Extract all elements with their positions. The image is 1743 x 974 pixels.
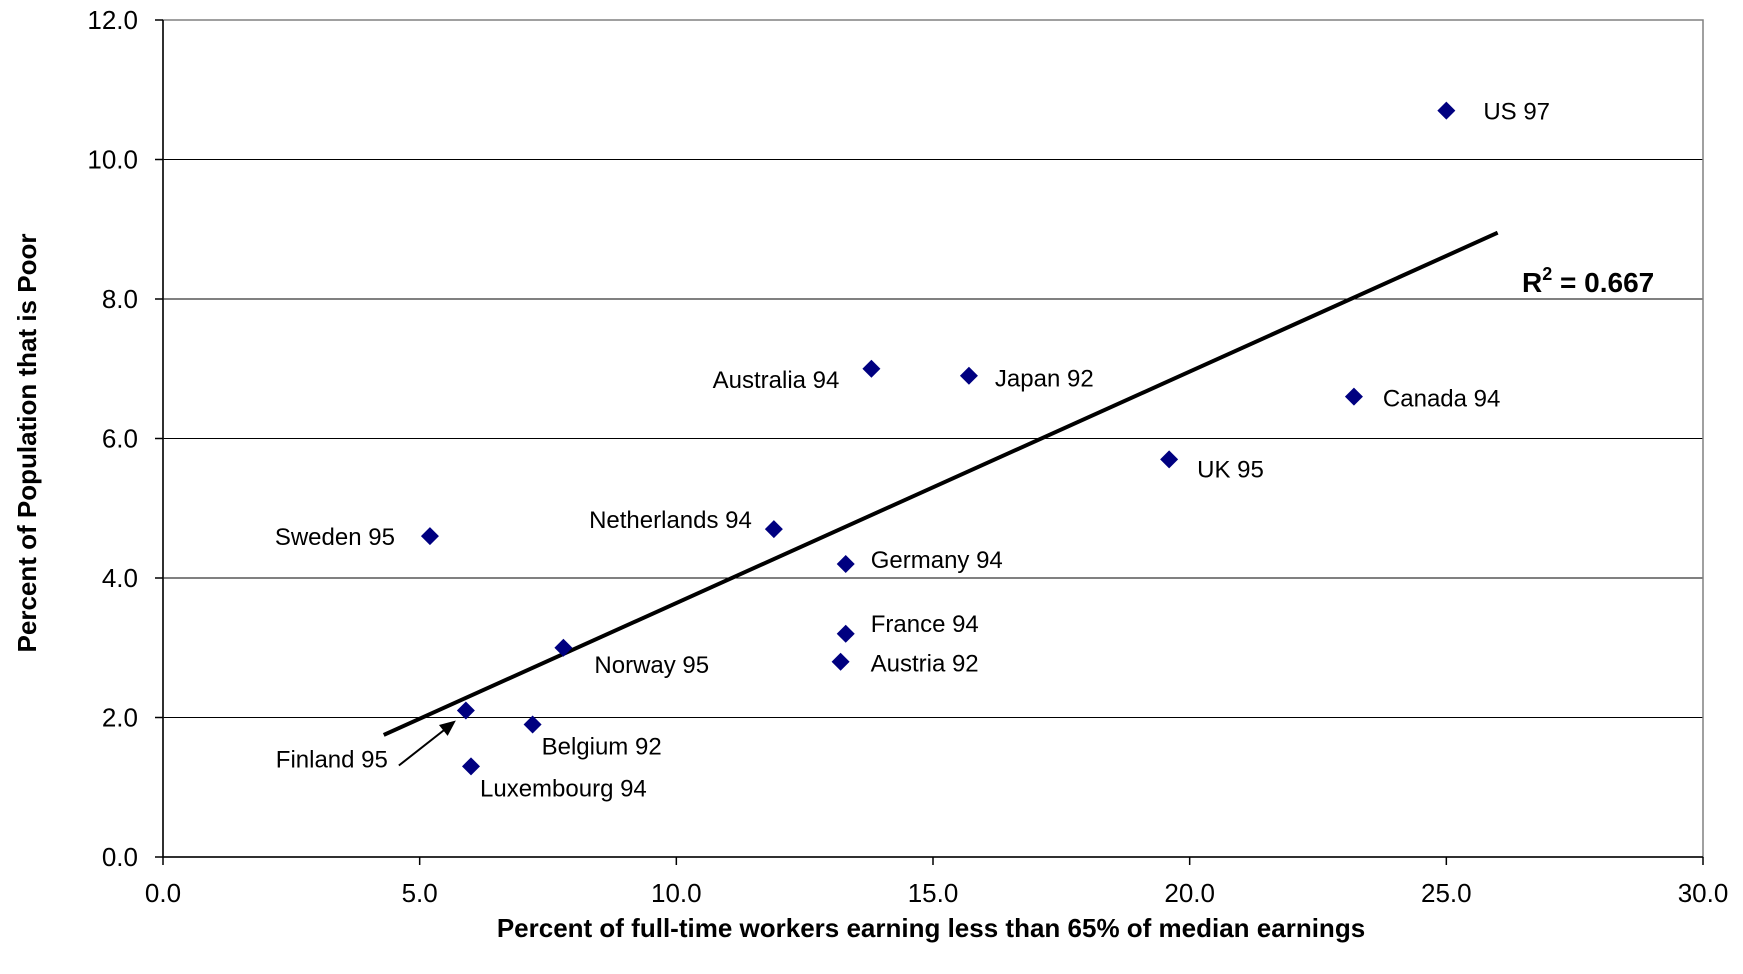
- point-label-netherlands-94: Netherlands 94: [589, 507, 752, 534]
- y-tick-label: 2.0: [102, 703, 138, 733]
- y-tick-label: 12.0: [87, 5, 138, 35]
- data-point-japan-92: [959, 366, 978, 385]
- point-label-austria-92: Austria 92: [871, 651, 979, 678]
- y-tick-label: 10.0: [87, 145, 138, 175]
- x-axis-title: Percent of full-time workers earning les…: [497, 913, 1365, 943]
- x-tick-label: 20.0: [1164, 878, 1215, 908]
- point-label-us-97: US 97: [1483, 99, 1550, 126]
- point-label-norway-95: Norway 95: [594, 652, 709, 679]
- y-axis-title: Percent of Population that is Poor: [12, 234, 42, 653]
- data-point-luxembourg-94: [462, 757, 480, 776]
- point-label-finland-95: Finland 95: [276, 747, 388, 774]
- y-tick-label: 6.0: [102, 424, 138, 454]
- point-label-canada-94: Canada 94: [1383, 386, 1500, 413]
- data-point-canada-94: [1344, 387, 1363, 406]
- point-label-uk-95: UK 95: [1197, 456, 1264, 483]
- x-axis-ticks: 0.0 5.0 10.0 15.0 20.0 25.0 30.0: [145, 857, 1728, 908]
- data-point-australia-94: [862, 359, 881, 378]
- data-point-netherlands-94: [764, 520, 783, 539]
- y-tick-label: 8.0: [102, 284, 138, 314]
- data-point-germany-94: [836, 555, 855, 574]
- y-tick-label: 0.0: [102, 842, 138, 872]
- data-point-belgium-92: [523, 715, 542, 734]
- arrow-head: [438, 720, 456, 736]
- trendline: [382, 230, 1499, 737]
- data-point-us-97: [1437, 101, 1456, 120]
- data-point-france-94: [836, 624, 855, 643]
- r-squared-label: R2 = 0.667: [1522, 264, 1654, 298]
- point-label-australia-94: Australia 94: [713, 367, 840, 394]
- data-points: [420, 101, 1456, 776]
- y-tick-label: 4.0: [102, 563, 138, 593]
- x-tick-label: 25.0: [1421, 878, 1472, 908]
- point-labels: US 97 Canada 94 UK 95 Japan 92 Australia 94 N…: [275, 99, 1550, 803]
- r-squared-value: = 0.667: [1552, 267, 1654, 298]
- y-axis-ticks: 0.0 2.0 4.0 6.0 8.0 10.0 12.0: [87, 5, 163, 872]
- data-point-norway-95: [554, 638, 573, 657]
- r-squared-superscript: 2: [1542, 264, 1552, 284]
- point-label-belgium-92: Belgium 92: [542, 733, 662, 760]
- x-tick-label: 30.0: [1678, 878, 1729, 908]
- data-point-uk-95: [1160, 450, 1179, 469]
- point-label-luxembourg-94: Luxembourg 94: [480, 775, 647, 802]
- r-squared-base: R: [1522, 267, 1542, 298]
- data-point-sweden-95: [420, 527, 439, 546]
- point-label-germany-94: Germany 94: [871, 547, 1003, 574]
- finland-arrow: [398, 720, 456, 767]
- data-point-austria-92: [831, 652, 850, 671]
- x-tick-label: 0.0: [145, 878, 181, 908]
- arrow-shaft: [398, 724, 451, 767]
- x-tick-label: 10.0: [651, 878, 702, 908]
- point-label-sweden-95: Sweden 95: [275, 524, 395, 551]
- point-label-france-94: France 94: [871, 611, 979, 638]
- x-tick-label: 5.0: [402, 878, 438, 908]
- point-label-japan-92: Japan 92: [995, 366, 1094, 393]
- data-point-finland-95: [456, 701, 475, 720]
- x-tick-label: 15.0: [908, 878, 959, 908]
